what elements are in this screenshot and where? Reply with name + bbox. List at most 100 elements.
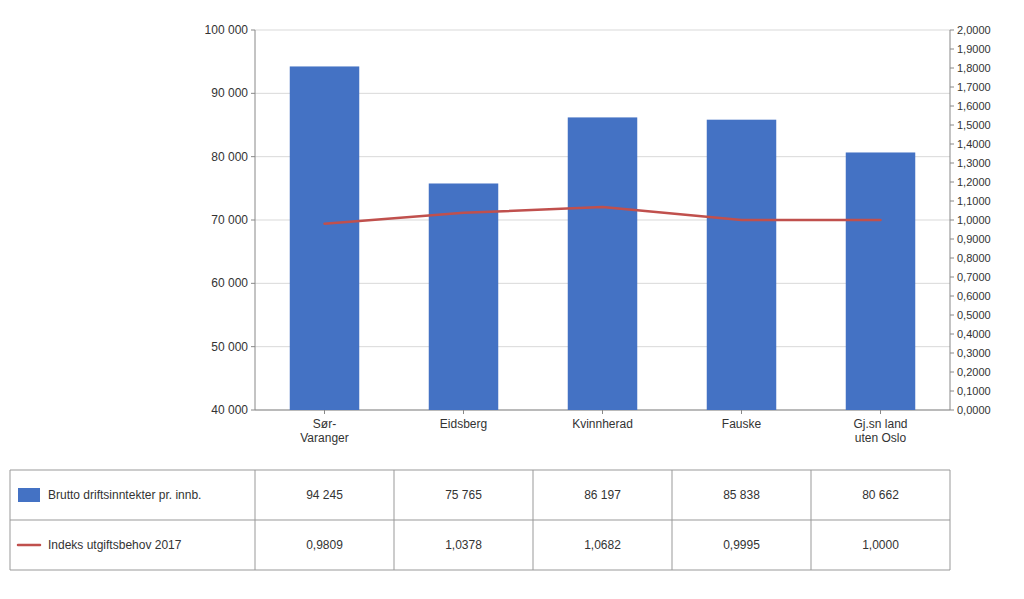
y-tick-label: 70 000	[211, 213, 248, 227]
table-value: 85 838	[723, 488, 760, 502]
marks	[290, 66, 916, 410]
table-border	[10, 570, 950, 571]
y2-tick	[950, 353, 954, 354]
y2-tick	[950, 30, 954, 31]
x-tick	[880, 410, 881, 414]
table-border	[672, 470, 673, 570]
y2-tick-label: 1,5000	[957, 119, 991, 131]
table-border	[950, 470, 951, 570]
y2-tick-label: 0,8000	[957, 252, 991, 264]
table-border	[10, 470, 950, 471]
y2-tick	[950, 372, 954, 373]
y2-tick	[950, 144, 954, 145]
y2-tick	[950, 125, 954, 126]
y2-tick-label: 0,7000	[957, 271, 991, 283]
legend-label: Indeks utgiftsbehov 2017	[48, 538, 182, 552]
y-tick	[251, 283, 255, 284]
x-tick	[602, 410, 603, 414]
y2-tick-label: 0,5000	[957, 309, 991, 321]
table-border	[10, 470, 11, 570]
x-tick-label-line: Fauske	[722, 417, 762, 431]
legend-swatch	[18, 544, 40, 547]
x-tick-label-line: Sør-	[313, 417, 336, 431]
y-tick	[251, 410, 255, 411]
bar	[429, 183, 499, 410]
table-value: 94 245	[306, 488, 343, 502]
y2-tick-label: 1,9000	[957, 43, 991, 55]
x-tick-label-line: Gj.sn land	[853, 417, 907, 431]
bar	[846, 152, 916, 410]
y-tick-label: 90 000	[211, 86, 248, 100]
line-series	[325, 207, 881, 224]
table-value: 80 662	[862, 488, 899, 502]
y2-tick	[950, 182, 954, 183]
y2-tick-label: 0,2000	[957, 366, 991, 378]
y2-tick	[950, 163, 954, 164]
table-border	[10, 520, 950, 521]
legend-label: Brutto driftsinntekter pr. innb.	[48, 488, 201, 502]
bar	[290, 66, 360, 410]
x-tick	[741, 410, 742, 414]
y2-tick-label: 1,3000	[957, 157, 991, 169]
y2-tick	[950, 87, 954, 88]
y2-tick	[950, 315, 954, 316]
x-tick-label: Kvinnherad	[572, 417, 633, 431]
y-tick-label: 50 000	[211, 340, 248, 354]
y2-tick-label: 1,4000	[957, 138, 991, 150]
y2-tick-label: 1,2000	[957, 176, 991, 188]
y2-tick	[950, 239, 954, 240]
table-border	[533, 470, 534, 570]
table-value: 0,9995	[723, 538, 760, 552]
y2-tick-label: 0,9000	[957, 233, 991, 245]
y2-tick	[950, 201, 954, 202]
y2-tick-label: 0,0000	[957, 404, 991, 416]
chart-container: 40 00050 00060 00070 00080 00090 000100 …	[0, 0, 1024, 599]
grid-line	[255, 30, 950, 31]
x-tick-label-line: Kvinnherad	[572, 417, 633, 431]
y2-tick	[950, 106, 954, 107]
bar	[568, 117, 638, 410]
x-tick	[463, 410, 464, 414]
y-tick	[251, 30, 255, 31]
table-value: 0,9809	[306, 538, 343, 552]
y-tick	[251, 346, 255, 347]
data-table: Brutto driftsinntekter pr. innb.94 24575…	[10, 470, 950, 570]
y2-tick	[950, 277, 954, 278]
x-tick-label-line: uten Oslo	[855, 431, 907, 445]
bar	[707, 120, 777, 410]
x-tick-label: Eidsberg	[440, 417, 487, 431]
y2-tick	[950, 410, 954, 411]
y2-tick-label: 1,6000	[957, 100, 991, 112]
y2-tick-label: 1,8000	[957, 62, 991, 74]
y2-tick	[950, 258, 954, 259]
y2-tick	[950, 68, 954, 69]
y-tick-label: 100 000	[205, 23, 249, 37]
table-value: 1,0682	[584, 538, 621, 552]
table-border	[255, 470, 256, 570]
x-tick-label-line: Varanger	[300, 431, 348, 445]
table-value: 86 197	[584, 488, 621, 502]
y-tick	[251, 93, 255, 94]
y-tick-label: 40 000	[211, 403, 248, 417]
chart-svg: 40 00050 00060 00070 00080 00090 000100 …	[0, 0, 1024, 599]
table-border	[394, 470, 395, 570]
y2-tick-label: 1,0000	[957, 214, 991, 226]
x-axis: Sør-Varanger Eidsberg Kvinnherad Fauske Gj.s…	[300, 410, 907, 445]
y2-tick	[950, 296, 954, 297]
y2-tick-label: 0,1000	[957, 385, 991, 397]
y2-tick-label: 0,6000	[957, 290, 991, 302]
y2-tick	[950, 334, 954, 335]
y-axis-line	[255, 30, 256, 410]
y-tick-label: 80 000	[211, 150, 248, 164]
x-tick-label: Sør-Varanger	[300, 417, 348, 445]
x-tick	[324, 410, 325, 414]
x-tick-label: Gj.sn landuten Oslo	[853, 417, 907, 445]
grid	[255, 30, 950, 410]
x-tick-label-line: Eidsberg	[440, 417, 487, 431]
y-tick	[251, 156, 255, 157]
y2-axis-line	[950, 30, 951, 410]
y2-tick	[950, 391, 954, 392]
table-value: 1,0378	[445, 538, 482, 552]
y2-tick	[950, 49, 954, 50]
y-tick	[251, 220, 255, 221]
